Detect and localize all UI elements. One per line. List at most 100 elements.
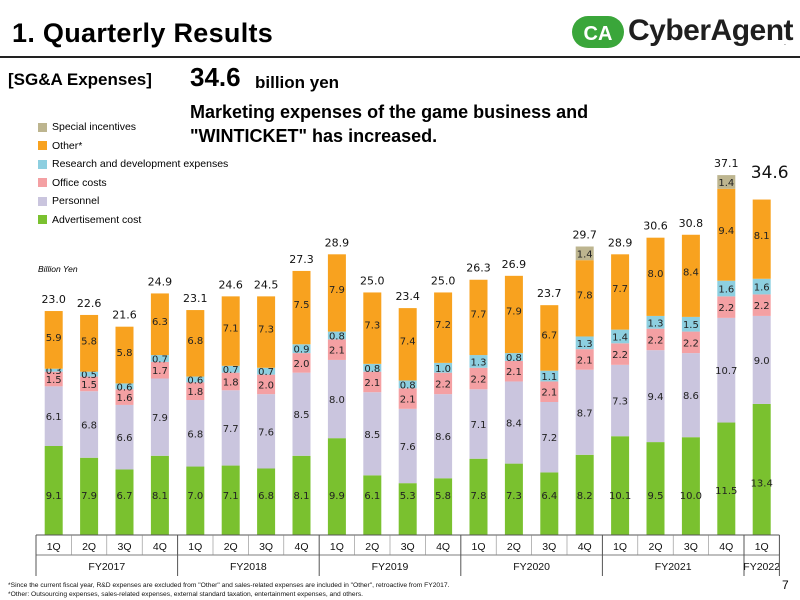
label-office-10: 2.1 [400, 395, 416, 406]
label-personnel-20: 9.0 [754, 356, 770, 367]
label-rnd-18: 1.5 [683, 320, 699, 331]
label-personnel-12: 7.1 [471, 420, 487, 431]
bar-office-6 [257, 374, 276, 395]
label-other-8: 7.9 [329, 285, 345, 296]
quarter-label-12: 1Q [471, 541, 485, 553]
label-rnd-13: 0.8 [506, 353, 522, 364]
label-other-13: 7.9 [506, 307, 522, 318]
legend-swatch-other [38, 141, 47, 151]
label-office-7: 2.0 [294, 359, 310, 370]
total-label-10: 23.4 [395, 290, 420, 303]
bar-rnd-18 [681, 316, 700, 332]
bar-advertisement-9 [363, 475, 382, 535]
label-office-2: 1.6 [117, 393, 133, 404]
label-office-0: 1.5 [46, 375, 62, 386]
quarter-label-17: 2Q [648, 541, 662, 553]
bar-advertisement-12 [469, 458, 488, 535]
bar-rnd-10 [398, 380, 417, 389]
fiscal-year-label-4: FY2021 [655, 561, 692, 573]
label-other-20: 8.1 [754, 231, 770, 242]
fiscal-year-label-1: FY2018 [230, 561, 267, 573]
label-other-19: 9.4 [718, 226, 734, 237]
bar-other-17 [646, 237, 665, 316]
total-label-18: 30.8 [679, 217, 704, 230]
quarter-label-10: 3Q [401, 541, 415, 553]
label-office-16: 2.2 [612, 350, 628, 361]
label-office-13: 2.1 [506, 367, 522, 378]
bar-advertisement-20 [752, 403, 771, 535]
bar-personnel-4 [186, 400, 205, 467]
bar-rnd-3 [150, 355, 169, 362]
label-advertisement-6: 6.8 [258, 491, 274, 502]
total-label-20: 34.6 [751, 163, 789, 183]
label-advertisement-13: 7.3 [506, 491, 522, 502]
bar-other-2 [115, 326, 134, 384]
total-label-8: 28.9 [325, 236, 350, 249]
label-rnd-12: 1.3 [471, 357, 487, 368]
bar-office-16 [611, 343, 630, 365]
legend-label-advertisement: Advertisement cost [52, 213, 142, 226]
bar-office-0 [44, 371, 63, 387]
bar-other-10 [398, 308, 417, 381]
bar-advertisement-8 [327, 438, 346, 535]
total-label-5: 24.6 [218, 278, 243, 291]
bar-personnel-16 [611, 364, 630, 437]
label-other-15: 7.8 [577, 291, 593, 302]
label-advertisement-12: 7.8 [471, 491, 487, 502]
bar-advertisement-16 [611, 436, 630, 535]
label-rnd-2: 0.6 [117, 382, 133, 393]
bar-personnel-11 [434, 394, 453, 479]
bar-advertisement-3 [150, 455, 169, 535]
bar-rnd-8 [327, 331, 346, 340]
bar-advertisement-10 [398, 483, 417, 535]
label-personnel-1: 6.8 [81, 420, 97, 431]
bar-other-13 [504, 275, 523, 354]
quarter-label-5: 2Q [224, 541, 238, 553]
label-personnel-17: 9.4 [648, 392, 664, 403]
bar-advertisement-1 [80, 457, 99, 535]
bar-office-12 [469, 367, 488, 390]
quarter-label-16: 1Q [613, 541, 627, 553]
legend-item-office: Office costs [38, 174, 228, 193]
label-office-1: 1.5 [81, 380, 97, 391]
bar-personnel-7 [292, 372, 311, 456]
bar-office-9 [363, 371, 382, 393]
total-label-17: 30.6 [643, 220, 668, 233]
label-advertisement-9: 6.1 [364, 491, 380, 502]
bar-rnd-15 [575, 336, 594, 350]
bar-office-18 [681, 331, 700, 354]
bar-advertisement-11 [434, 478, 453, 535]
label-office-11: 2.2 [435, 379, 451, 390]
bar-rnd-17 [646, 315, 665, 329]
label-personnel-19: 10.7 [715, 366, 737, 377]
legend-label-personnel: Personnel [52, 195, 100, 208]
label-rnd-16: 1.4 [612, 332, 628, 343]
label-office-15: 2.1 [577, 355, 593, 366]
label-office-18: 2.2 [683, 338, 699, 349]
label-rnd-3: 0.7 [152, 354, 168, 365]
total-label-2: 21.6 [112, 309, 137, 322]
bar-rnd-19 [717, 280, 736, 297]
bar-advertisement-17 [646, 442, 665, 535]
bar-office-8 [327, 339, 346, 360]
label-advertisement-10: 5.3 [400, 491, 416, 502]
logo-registered-mark: . [784, 40, 786, 47]
bar-other-7 [292, 270, 311, 345]
bar-office-20 [752, 294, 771, 316]
total-label-0: 23.0 [41, 293, 66, 306]
bar-special-19 [717, 175, 736, 189]
label-office-8: 2.1 [329, 346, 345, 357]
chart-unit-label: Billion Yen [38, 264, 78, 274]
headline-description: Marketing expenses of the game business … [190, 102, 589, 146]
label-personnel-15: 8.7 [577, 408, 593, 419]
bar-office-14 [540, 381, 559, 402]
bar-rnd-4 [186, 376, 205, 383]
bar-office-19 [717, 296, 736, 318]
bar-advertisement-2 [115, 469, 134, 535]
bar-personnel-12 [469, 389, 488, 459]
total-label-12: 26.3 [466, 262, 491, 275]
bar-personnel-5 [221, 390, 240, 466]
label-other-9: 7.3 [364, 321, 380, 332]
label-rnd-8: 0.8 [329, 331, 345, 342]
